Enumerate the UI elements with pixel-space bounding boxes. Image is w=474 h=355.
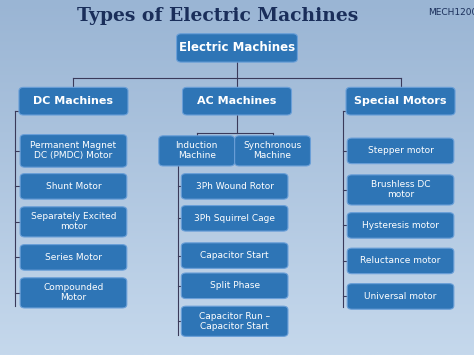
Text: DC Machines: DC Machines [34, 96, 113, 106]
Text: Capacitor Start: Capacitor Start [201, 251, 269, 260]
FancyBboxPatch shape [347, 248, 454, 274]
FancyBboxPatch shape [347, 175, 454, 205]
FancyBboxPatch shape [20, 245, 127, 270]
Text: Special Motors: Special Motors [354, 96, 447, 106]
FancyBboxPatch shape [181, 174, 288, 199]
FancyBboxPatch shape [19, 87, 128, 115]
FancyBboxPatch shape [159, 136, 235, 166]
FancyBboxPatch shape [20, 174, 127, 199]
Text: Shunt Motor: Shunt Motor [46, 182, 101, 191]
FancyBboxPatch shape [347, 138, 454, 164]
FancyBboxPatch shape [20, 135, 127, 167]
Text: MECH1200: MECH1200 [428, 8, 474, 17]
FancyBboxPatch shape [20, 207, 127, 237]
Text: 3Ph Squirrel Cage: 3Ph Squirrel Cage [194, 214, 275, 223]
Text: Capacitor Run –
Capacitor Start: Capacitor Run – Capacitor Start [199, 312, 270, 331]
FancyBboxPatch shape [181, 306, 288, 337]
Text: Stepper motor: Stepper motor [368, 146, 433, 155]
Text: Split Phase: Split Phase [210, 281, 260, 290]
Text: 3Ph Wound Rotor: 3Ph Wound Rotor [196, 182, 273, 191]
FancyBboxPatch shape [181, 206, 288, 231]
FancyBboxPatch shape [176, 34, 298, 62]
Text: Reluctance motor: Reluctance motor [360, 256, 441, 266]
Text: Series Motor: Series Motor [45, 253, 102, 262]
FancyBboxPatch shape [181, 273, 288, 299]
FancyBboxPatch shape [20, 278, 127, 308]
FancyBboxPatch shape [347, 213, 454, 238]
Text: Induction
Machine: Induction Machine [175, 141, 218, 160]
Text: Synchronous
Machine: Synchronous Machine [244, 141, 301, 160]
Text: Electric Machines: Electric Machines [179, 42, 295, 54]
Text: Types of Electric Machines: Types of Electric Machines [77, 7, 359, 25]
Text: Brushless DC
motor: Brushless DC motor [371, 180, 430, 200]
Text: Compounded
Motor: Compounded Motor [43, 283, 104, 302]
FancyBboxPatch shape [346, 87, 455, 115]
Text: Separately Excited
motor: Separately Excited motor [31, 212, 116, 231]
FancyBboxPatch shape [181, 243, 288, 268]
Text: Universal motor: Universal motor [365, 292, 437, 301]
Text: Hysteresis motor: Hysteresis motor [362, 221, 439, 230]
FancyBboxPatch shape [182, 87, 292, 115]
Text: AC Machines: AC Machines [197, 96, 277, 106]
FancyBboxPatch shape [235, 136, 310, 166]
FancyBboxPatch shape [347, 284, 454, 309]
Text: Permanent Magnet
DC (PMDC) Motor: Permanent Magnet DC (PMDC) Motor [30, 141, 117, 160]
